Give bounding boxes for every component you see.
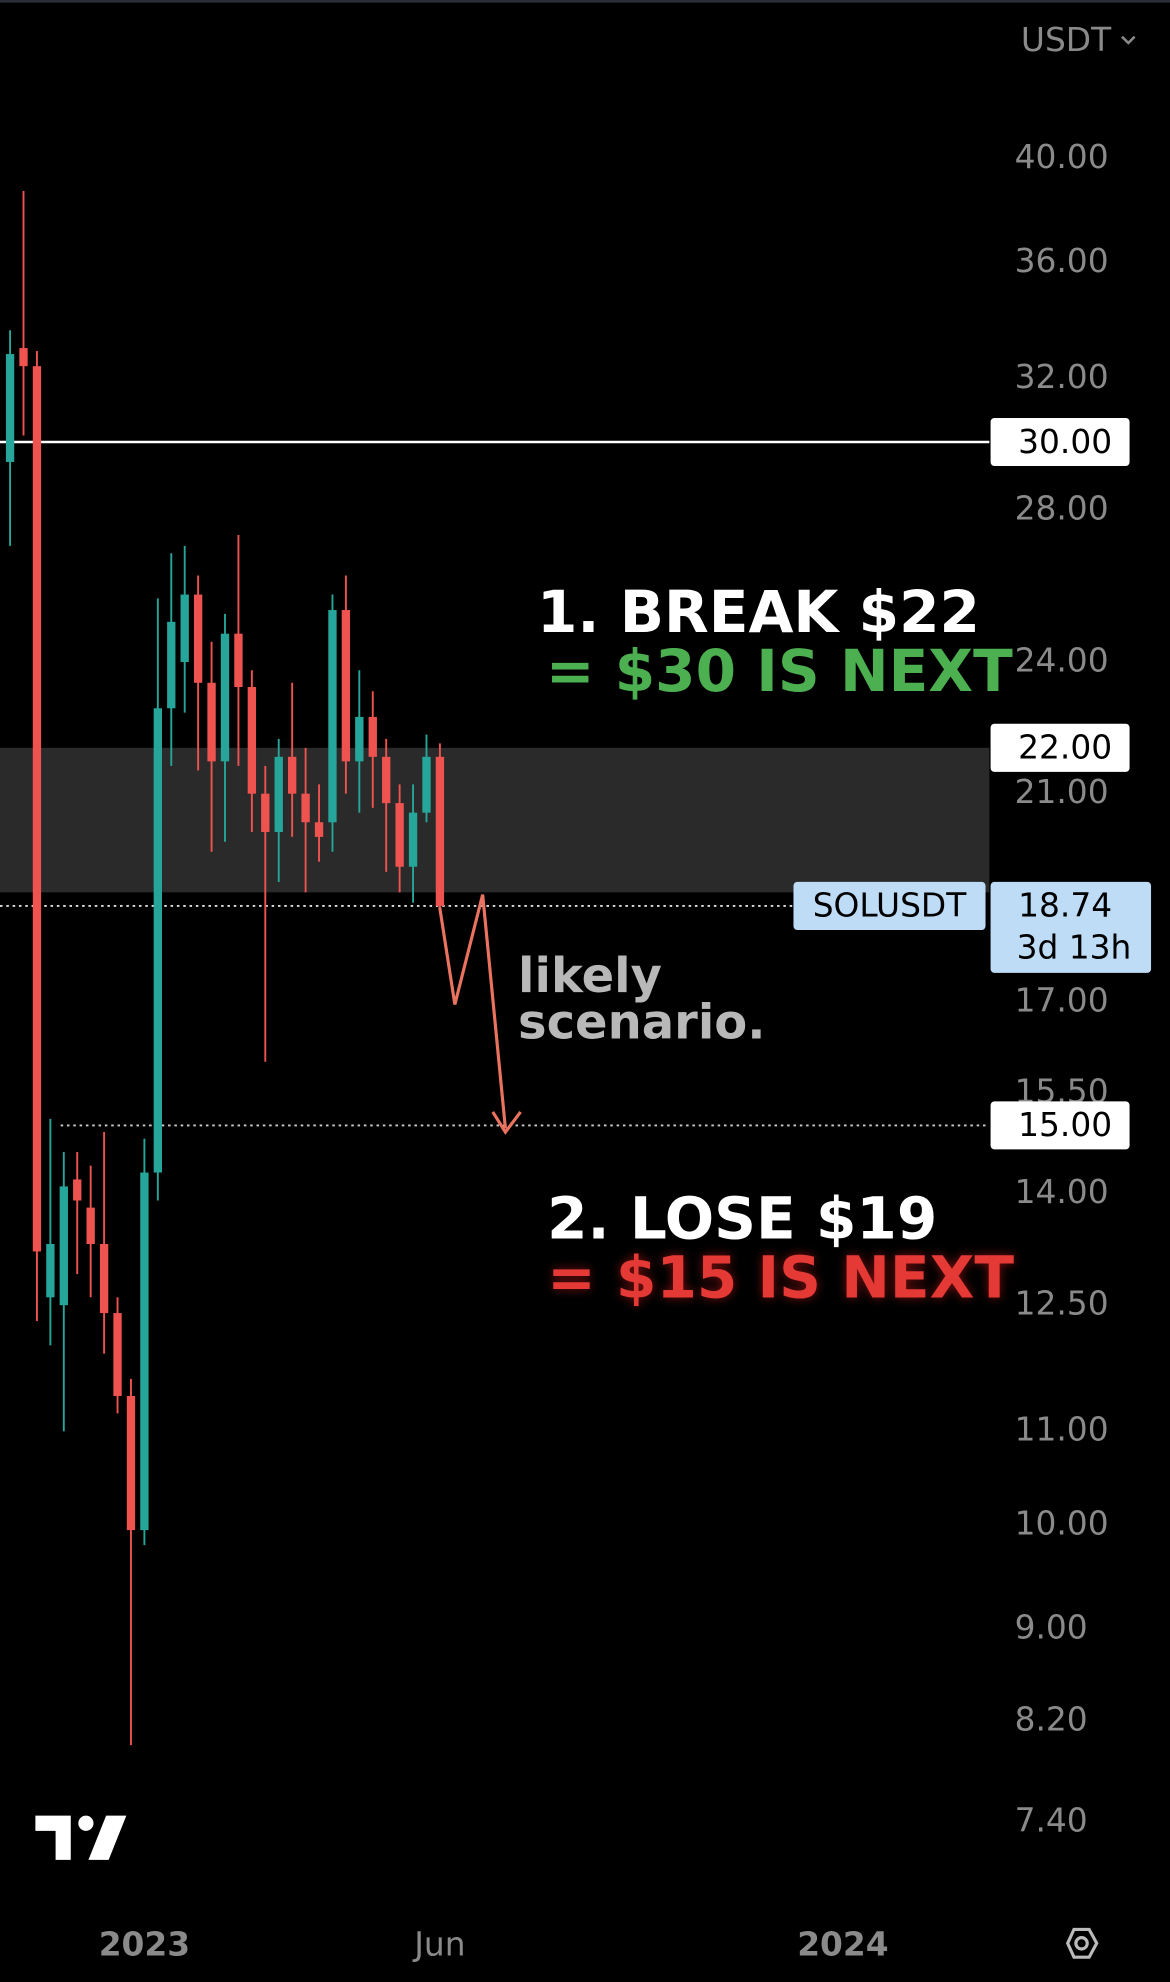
logo <box>35 1815 127 1860</box>
candle-body <box>368 716 377 757</box>
annotation: 2. LOSE $19 <box>547 1184 937 1252</box>
annotation: = $15 IS NEXT <box>547 1244 1014 1312</box>
candle-body <box>19 348 28 367</box>
level-label: 30.00 <box>1018 423 1112 461</box>
x-tick-label: 2024 <box>797 1925 888 1963</box>
y-tick-label: 32.00 <box>1015 358 1109 396</box>
candle-body <box>5 354 15 462</box>
candle-body <box>234 633 243 687</box>
candle-body <box>287 756 297 794</box>
candle-body <box>140 1172 149 1531</box>
symbol-box <box>793 881 986 930</box>
candle-body <box>59 1186 68 1306</box>
candle-body <box>153 708 162 1173</box>
annotation: = $30 IS NEXT <box>546 637 1013 705</box>
y-tick-label: 12.50 <box>1015 1285 1109 1323</box>
y-tick-label: 40.00 <box>1015 138 1109 176</box>
symbol-label: SOLUSDT <box>813 887 968 925</box>
candle-body <box>126 1395 136 1531</box>
y-tick-label: 28.00 <box>1015 490 1109 528</box>
level-label: 15.00 <box>1018 1106 1112 1144</box>
level-box <box>990 1101 1130 1150</box>
candle-body <box>180 594 189 663</box>
y-tick-label: 14.00 <box>1015 1173 1109 1211</box>
scenario-arrow <box>438 894 522 1135</box>
y-tick-label: 9.00 <box>1015 1609 1088 1647</box>
last-price-box <box>990 881 1152 973</box>
y-tick-label: 17.00 <box>1015 982 1109 1020</box>
annotation: scenario. <box>518 995 765 1051</box>
y-tick-label: 8.20 <box>1015 1700 1088 1738</box>
candle-body <box>408 812 418 867</box>
level-box <box>990 418 1130 467</box>
y-tick-label: 10.00 <box>1015 1505 1109 1543</box>
level-label: 22.00 <box>1018 729 1112 767</box>
candle-body <box>193 594 203 683</box>
candle-body <box>247 686 257 794</box>
settings-icon[interactable] <box>1065 1927 1099 1959</box>
candle-body <box>382 756 391 804</box>
candle-body <box>435 756 445 906</box>
x-tick-label: 2023 <box>99 1925 190 1963</box>
candle-body <box>99 1244 109 1314</box>
annotation: 1. BREAK $22 <box>537 578 980 646</box>
candle-body <box>86 1207 95 1245</box>
currency-label[interactable]: USDT <box>1021 21 1112 59</box>
last-price-label: 18.74 <box>1018 887 1112 925</box>
candle-body <box>113 1313 122 1396</box>
y-tick-label: 24.00 <box>1015 642 1109 680</box>
candle-body <box>328 610 337 823</box>
y-tick-label: 36.00 <box>1015 242 1109 280</box>
candle-body <box>167 621 176 709</box>
arrow-head <box>491 1110 522 1135</box>
candle-body <box>46 1244 55 1298</box>
candle-body <box>301 793 310 823</box>
level-box <box>990 723 1130 772</box>
currency-chevron[interactable] <box>1121 35 1136 45</box>
candle-body <box>314 822 324 837</box>
x-tick-label: Jun <box>412 1925 465 1963</box>
settings-icon-center <box>1074 1936 1089 1951</box>
zone <box>0 747 990 893</box>
candle-body <box>395 803 404 867</box>
candle-body <box>355 716 364 762</box>
candle-body <box>207 682 216 762</box>
candle-body <box>32 366 42 1252</box>
annotation: likely <box>518 948 662 1004</box>
candle-body <box>261 793 270 832</box>
scenario-path <box>438 894 507 1129</box>
y-tick-label: 11.00 <box>1015 1411 1109 1449</box>
candle-body <box>274 756 283 832</box>
candle-body <box>341 610 351 762</box>
candle-body <box>220 633 230 762</box>
candle-body <box>73 1179 82 1201</box>
countdown-label: 3d 13h <box>1017 928 1132 966</box>
y-tick-label: 7.40 <box>1015 1802 1088 1840</box>
candle-body <box>422 756 431 813</box>
y-tick-label: 21.00 <box>1015 773 1109 811</box>
